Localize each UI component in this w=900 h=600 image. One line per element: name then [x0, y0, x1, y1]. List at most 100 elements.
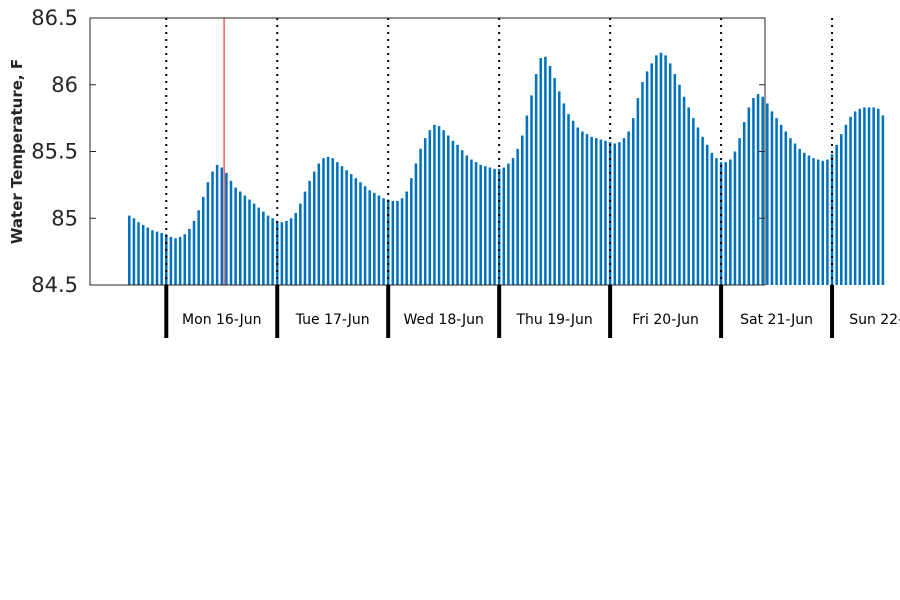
- bar: [742, 122, 746, 285]
- bar: [826, 159, 829, 285]
- bar: [622, 138, 626, 285]
- day-label: Mon 16-Jun: [182, 312, 262, 328]
- bar: [872, 107, 875, 285]
- bar: [294, 212, 297, 285]
- bar: [410, 178, 413, 285]
- y-axis-label: Water Temperature, F: [8, 59, 26, 244]
- bar: [289, 218, 293, 285]
- bar: [627, 131, 630, 285]
- bar: [400, 198, 404, 285]
- bar: [174, 238, 177, 285]
- bar: [234, 187, 237, 285]
- bar: [373, 192, 376, 285]
- bar: [692, 118, 695, 286]
- bar: [229, 180, 233, 285]
- bar: [488, 167, 492, 285]
- bar: [853, 111, 857, 285]
- bar: [303, 191, 307, 285]
- bar: [188, 228, 191, 285]
- bar: [359, 182, 362, 285]
- bar: [340, 166, 344, 285]
- day-label: Fri 20-Jun: [632, 312, 699, 328]
- bar: [650, 63, 653, 285]
- bar: [423, 138, 427, 285]
- bar: [211, 171, 214, 285]
- bar: [396, 200, 399, 285]
- bar: [257, 207, 261, 285]
- bar: [678, 84, 681, 285]
- bar: [830, 154, 834, 285]
- bar: [419, 148, 422, 285]
- bar: [557, 91, 561, 285]
- bar: [155, 231, 159, 285]
- bar: [377, 195, 381, 285]
- bar: [137, 222, 140, 285]
- bar: [729, 159, 732, 285]
- bar: [225, 172, 228, 285]
- bar: [594, 138, 598, 285]
- bar: [719, 162, 723, 285]
- bar: [183, 234, 187, 285]
- bar: [391, 200, 395, 285]
- bar: [840, 134, 843, 285]
- bar: [636, 98, 640, 285]
- bar: [202, 196, 205, 285]
- bar: [428, 130, 432, 285]
- bar: [807, 155, 811, 285]
- bar: [322, 158, 325, 285]
- bar: [534, 74, 538, 285]
- bar: [502, 167, 506, 285]
- bar: [567, 114, 570, 286]
- bar: [312, 171, 316, 285]
- bar: [252, 203, 256, 285]
- bar: [576, 127, 580, 285]
- bar: [317, 163, 321, 285]
- bar: [414, 163, 418, 285]
- y-tick-label: 84.5: [31, 273, 78, 297]
- bar: [271, 218, 274, 285]
- bar: [881, 115, 885, 286]
- bar: [280, 222, 284, 285]
- bar: [835, 144, 838, 285]
- bar: [326, 156, 330, 285]
- bar: [192, 220, 196, 285]
- bar: [863, 107, 866, 285]
- bar: [604, 140, 607, 285]
- bar: [382, 198, 385, 285]
- bar: [585, 134, 589, 285]
- bar: [275, 220, 279, 285]
- bar: [673, 74, 677, 285]
- bar: [474, 162, 478, 285]
- bar: [687, 107, 690, 285]
- bar: [470, 159, 473, 285]
- bar: [511, 158, 515, 285]
- bar: [530, 95, 533, 286]
- bar: [877, 108, 880, 285]
- bar: [724, 162, 727, 285]
- bar: [151, 230, 154, 285]
- bar: [336, 162, 339, 285]
- bar: [345, 170, 348, 285]
- bar: [613, 143, 617, 285]
- bar: [641, 82, 644, 285]
- bar: [447, 135, 450, 285]
- bar: [141, 224, 145, 285]
- bar: [507, 163, 510, 285]
- bar: [215, 164, 219, 285]
- bar: [571, 120, 575, 285]
- bar: [858, 108, 862, 285]
- bar: [696, 127, 700, 285]
- bar: [516, 148, 519, 285]
- bar: [738, 138, 741, 285]
- bar: [160, 232, 163, 285]
- bar: [599, 139, 603, 285]
- bar: [363, 186, 367, 285]
- bar: [451, 140, 455, 285]
- bar: [331, 158, 334, 285]
- bar: [169, 236, 173, 285]
- bar: [178, 236, 182, 285]
- day-label: Wed 18-Jun: [403, 312, 484, 328]
- bar: [659, 52, 663, 286]
- bar: [710, 152, 714, 285]
- bar: [349, 174, 353, 285]
